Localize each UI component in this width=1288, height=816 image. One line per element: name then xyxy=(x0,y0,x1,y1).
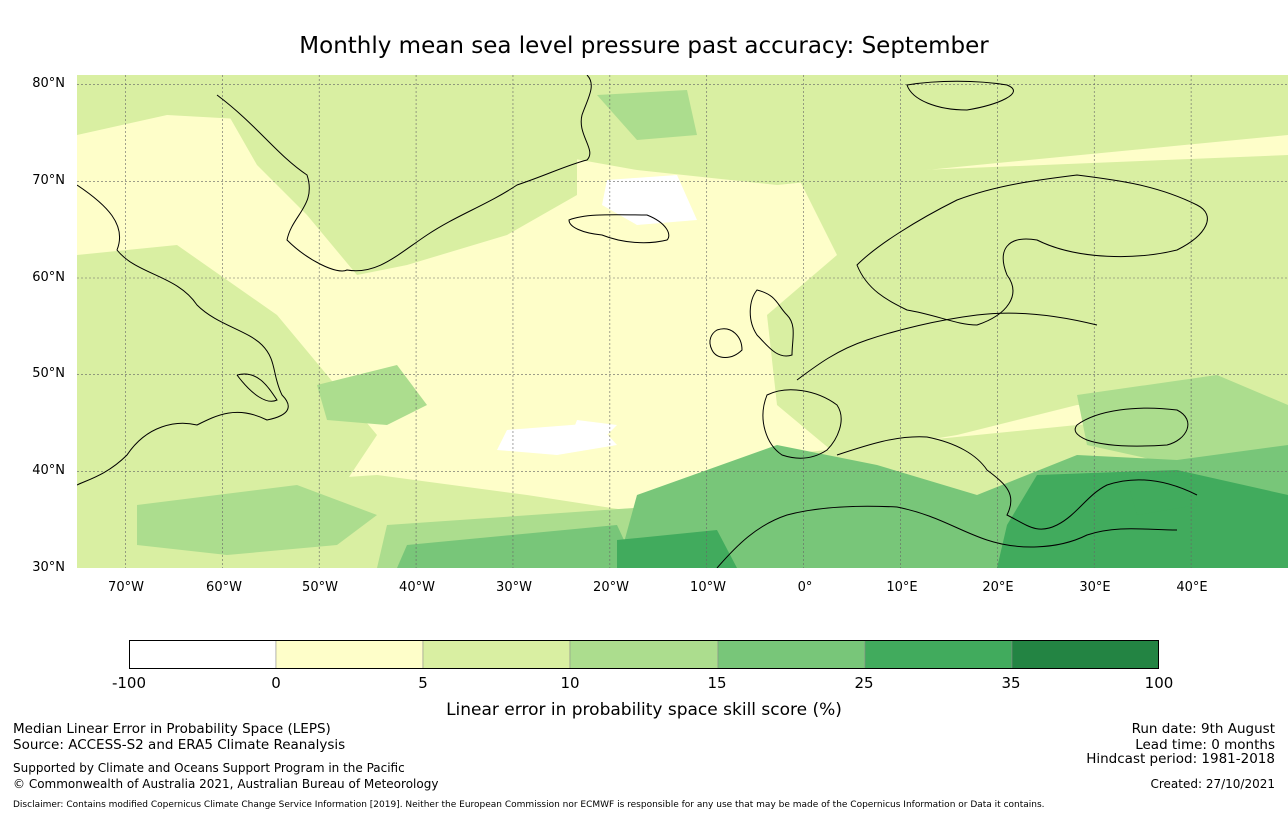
footer-support: Supported by Climate and Oceans Support … xyxy=(13,761,405,775)
colorbar-swatch xyxy=(864,640,1013,669)
skill-region xyxy=(77,245,377,545)
run-date: Run date: 9th August xyxy=(1131,721,1275,737)
lon-label: 30°E xyxy=(1079,580,1111,595)
lat-label: 40°N xyxy=(32,463,65,478)
coastline xyxy=(1074,407,1189,447)
skill-map[interactable] xyxy=(77,75,1288,568)
lat-label: 50°N xyxy=(32,366,65,381)
footer-source: Source: ACCESS-S2 and ERA5 Climate Reana… xyxy=(13,737,346,753)
hindcast-period: Hindcast period: 1981-2018 xyxy=(1086,751,1275,767)
skill-region xyxy=(317,365,427,425)
lon-label: 10°W xyxy=(690,580,726,595)
skill-region xyxy=(397,525,637,568)
coastline xyxy=(906,80,1014,111)
colorbar-tick: 35 xyxy=(1001,674,1021,692)
skill-region xyxy=(602,175,697,225)
colorbar-swatch xyxy=(1011,640,1159,669)
lon-label: 0° xyxy=(797,580,813,595)
coastline xyxy=(77,184,289,486)
lat-label: 80°N xyxy=(32,76,65,91)
lat-label: 30°N xyxy=(32,560,65,575)
colorbar-tick: -100 xyxy=(111,674,147,692)
chart-title: Monthly mean sea level pressure past acc… xyxy=(299,33,989,59)
skill-region xyxy=(597,90,697,140)
colorbar-label: Linear error in probability space skill … xyxy=(446,700,842,720)
lon-label: 60°W xyxy=(206,580,242,595)
colorbar-tick: 0 xyxy=(271,674,281,692)
colorbar-tick: 25 xyxy=(854,674,874,692)
lon-label: 10°E xyxy=(886,580,918,595)
coastline xyxy=(836,436,1198,530)
lat-label: 70°N xyxy=(32,173,65,188)
skill-region xyxy=(1077,375,1288,465)
lon-label: 40°W xyxy=(399,580,435,595)
coastline xyxy=(709,328,743,358)
lon-label: 70°W xyxy=(108,580,144,595)
disclaimer: Disclaimer: Contains modified Copernicus… xyxy=(13,800,1045,810)
colorbar-swatch xyxy=(129,640,277,669)
lon-label: 40°E xyxy=(1176,580,1208,595)
created-date: Created: 27/10/2021 xyxy=(1150,777,1275,791)
colorbar-tick: 100 xyxy=(1144,674,1174,692)
lat-label: 60°N xyxy=(32,270,65,285)
lon-label: 50°W xyxy=(302,580,338,595)
coastline xyxy=(568,214,670,244)
footer-copyright: © Commonwealth of Australia 2021, Austra… xyxy=(13,777,439,791)
colorbar-tick: 5 xyxy=(418,674,428,692)
skill-region xyxy=(217,75,577,275)
colorbar xyxy=(129,640,1159,669)
colorbar-swatch xyxy=(422,640,571,669)
coastline xyxy=(762,389,842,459)
coastline xyxy=(796,312,1098,381)
lead-time: Lead time: 0 months xyxy=(1135,737,1275,753)
coastline xyxy=(236,373,278,402)
lon-label: 20°E xyxy=(982,580,1014,595)
colorbar-swatch xyxy=(275,640,424,669)
colorbar-tick: 10 xyxy=(560,674,580,692)
colorbar-swatch xyxy=(717,640,866,669)
footer-leps: Median Linear Error in Probability Space… xyxy=(13,721,331,737)
lon-label: 20°W xyxy=(593,580,629,595)
skill-region xyxy=(572,420,617,435)
lon-label: 30°W xyxy=(496,580,532,595)
skill-region xyxy=(767,155,1288,455)
skill-region xyxy=(137,485,377,555)
coastline xyxy=(216,75,592,272)
coastline xyxy=(749,289,794,357)
coastline xyxy=(856,174,1208,326)
skill-region xyxy=(1127,475,1197,515)
colorbar-tick: 15 xyxy=(707,674,727,692)
colorbar-swatch xyxy=(569,640,719,669)
coastline xyxy=(716,505,1178,568)
skill-region xyxy=(997,470,1288,568)
